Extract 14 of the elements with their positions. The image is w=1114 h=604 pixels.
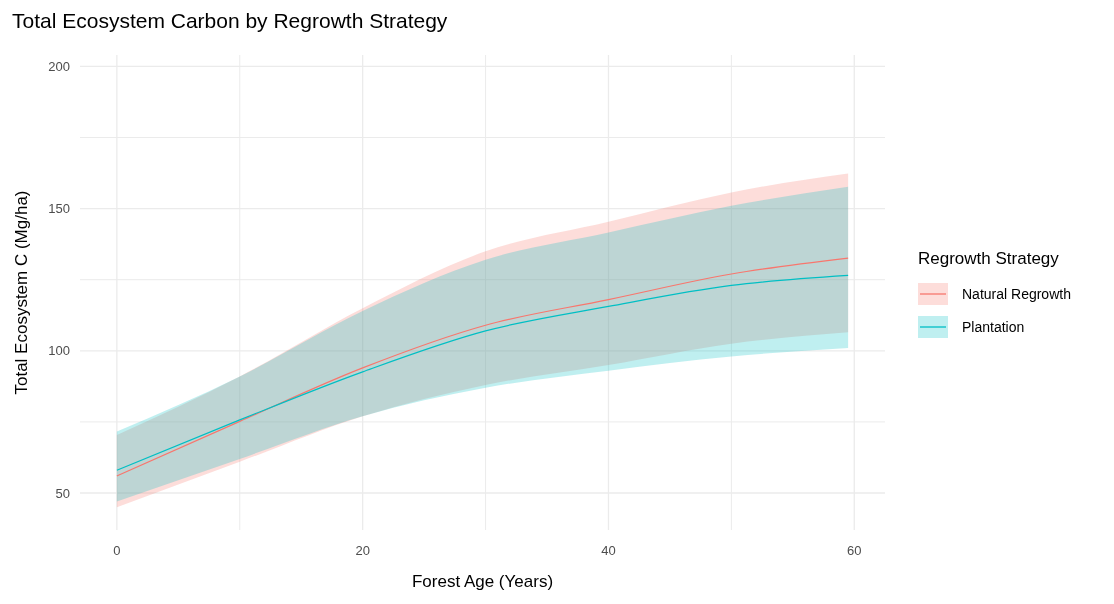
x-axis-title: Forest Age (Years) bbox=[411, 572, 554, 591]
chart-title: Total Ecosystem Carbon by Regrowth Strategy bbox=[12, 9, 448, 32]
y-tick-label: 200 bbox=[48, 58, 70, 74]
legend-title: Regrowth Strategy bbox=[918, 249, 1060, 268]
y-tick-label: 50 bbox=[55, 485, 70, 501]
y-axis-title: Total Ecosystem C (Mg/ha) bbox=[12, 190, 31, 395]
x-tick-label: 40 bbox=[601, 543, 616, 558]
x-tick-label: 0 bbox=[113, 543, 121, 558]
x-tick-label: 20 bbox=[355, 543, 370, 558]
legend-label: Natural Regrowth bbox=[962, 286, 1071, 302]
y-tick-label: 150 bbox=[48, 201, 70, 217]
x-tick-label: 60 bbox=[847, 543, 862, 558]
legend-label: Plantation bbox=[962, 319, 1025, 335]
y-tick-label: 100 bbox=[48, 343, 70, 359]
